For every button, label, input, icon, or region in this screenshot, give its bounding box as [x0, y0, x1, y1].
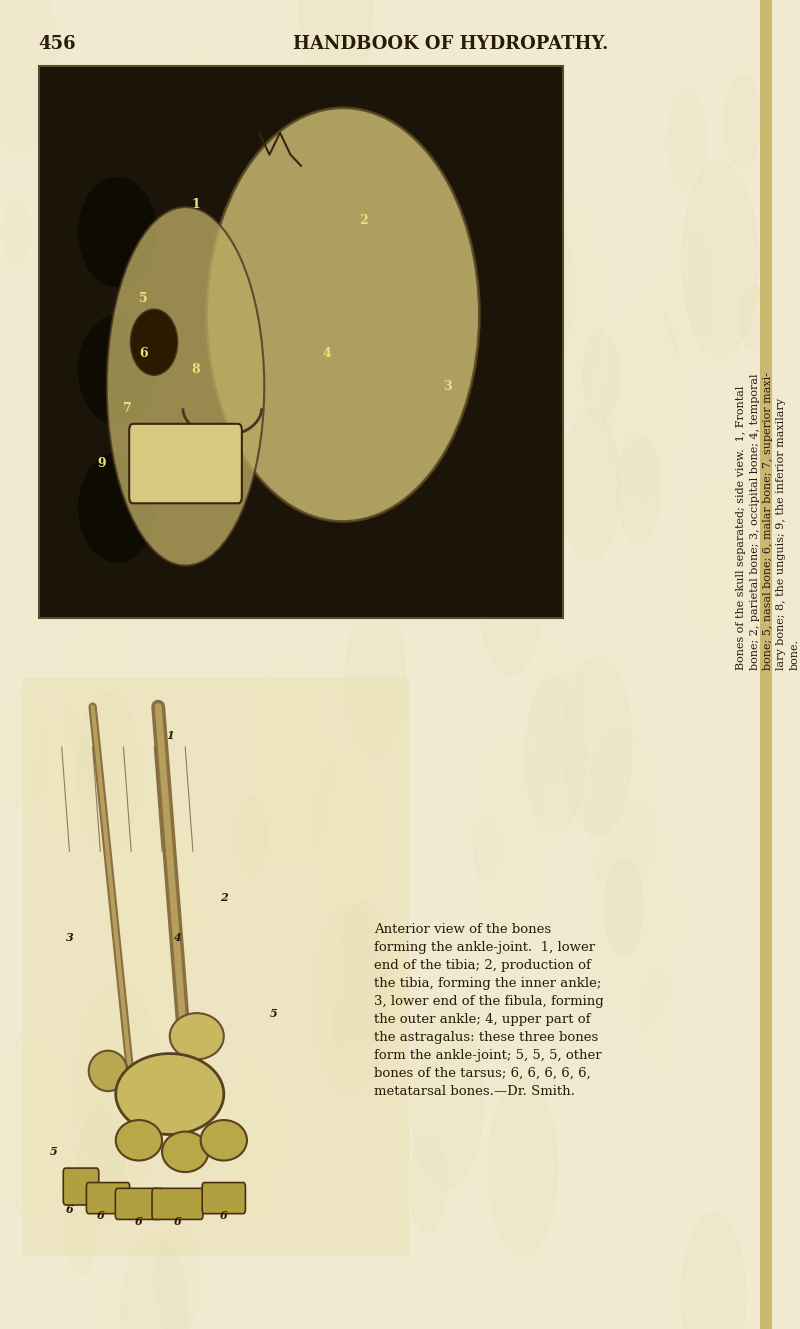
- Ellipse shape: [78, 1104, 124, 1224]
- Text: HANDBOOK OF HYDROPATHY.: HANDBOOK OF HYDROPATHY.: [294, 35, 609, 53]
- Text: 5: 5: [139, 291, 148, 304]
- Ellipse shape: [78, 452, 157, 563]
- Text: 6: 6: [66, 1204, 74, 1215]
- Bar: [23, 678, 409, 1256]
- Text: 9: 9: [98, 457, 106, 470]
- FancyBboxPatch shape: [115, 1188, 162, 1220]
- FancyBboxPatch shape: [86, 1183, 130, 1213]
- Text: 6: 6: [139, 347, 148, 360]
- Text: 6: 6: [220, 1209, 228, 1221]
- Text: 5: 5: [270, 1007, 278, 1018]
- Text: 7: 7: [123, 401, 132, 415]
- Text: 2: 2: [220, 892, 228, 902]
- Text: 6: 6: [135, 1216, 142, 1227]
- Ellipse shape: [78, 177, 157, 287]
- Text: 3: 3: [66, 933, 74, 944]
- Text: 456: 456: [38, 35, 76, 53]
- Text: 1: 1: [166, 730, 174, 742]
- Ellipse shape: [170, 1013, 224, 1059]
- Ellipse shape: [3, 197, 30, 264]
- Ellipse shape: [410, 998, 484, 1189]
- Ellipse shape: [116, 1120, 162, 1160]
- Ellipse shape: [206, 108, 479, 521]
- FancyBboxPatch shape: [202, 1183, 246, 1213]
- Ellipse shape: [358, 400, 396, 497]
- Text: Anterior view of the bones
forming the ankle-joint.  1, lower
end of the tibia; : Anterior view of the bones forming the a…: [374, 922, 604, 1098]
- Ellipse shape: [78, 692, 139, 852]
- FancyBboxPatch shape: [129, 424, 242, 504]
- Bar: [38, 66, 563, 618]
- Text: 1: 1: [192, 198, 200, 211]
- Ellipse shape: [315, 752, 380, 920]
- Text: 4: 4: [174, 933, 182, 944]
- Ellipse shape: [162, 1131, 208, 1172]
- Ellipse shape: [562, 657, 632, 835]
- Text: 4: 4: [323, 347, 331, 360]
- Ellipse shape: [130, 310, 178, 375]
- Ellipse shape: [299, 0, 372, 105]
- Ellipse shape: [201, 1120, 247, 1160]
- Text: 6: 6: [97, 1209, 104, 1221]
- Ellipse shape: [116, 1054, 224, 1135]
- Ellipse shape: [107, 207, 264, 566]
- Ellipse shape: [346, 599, 406, 754]
- FancyBboxPatch shape: [63, 1168, 98, 1205]
- Ellipse shape: [378, 444, 441, 603]
- Ellipse shape: [89, 1051, 127, 1091]
- Ellipse shape: [605, 859, 642, 957]
- Text: 8: 8: [192, 363, 200, 376]
- Text: 3: 3: [443, 380, 452, 393]
- Ellipse shape: [383, 953, 411, 1025]
- Ellipse shape: [78, 315, 157, 425]
- FancyBboxPatch shape: [152, 1188, 203, 1220]
- Text: 6: 6: [174, 1216, 182, 1227]
- Text: 5: 5: [50, 1147, 58, 1158]
- Bar: [760, 0, 772, 1329]
- Text: Bones of the skull separated; side view.  1, Frontal
bone; 2, parietal bone; 3, : Bones of the skull separated; side view.…: [737, 372, 799, 670]
- Text: 2: 2: [359, 214, 368, 227]
